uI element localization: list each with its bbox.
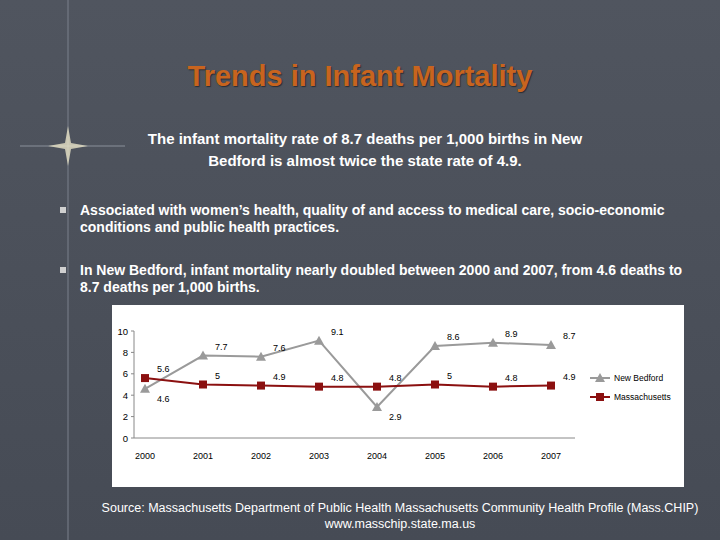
title: Trends in Infant Mortality — [0, 60, 720, 93]
bullet: Associated with women’s health, quality … — [80, 202, 690, 236]
source: Source: Massachusetts Department of Publ… — [100, 500, 700, 532]
data-point — [431, 381, 439, 389]
data-label: 7.6 — [273, 343, 286, 353]
data-label: 4.8 — [389, 373, 402, 383]
slide: Trends in Infant Mortality The infant mor… — [0, 0, 720, 540]
data-label: 4.9 — [563, 372, 576, 382]
legend-label: New Bedford — [614, 373, 663, 383]
data-label: 4.8 — [331, 373, 344, 383]
legend-label: Massachusetts — [614, 392, 671, 402]
data-point — [546, 340, 556, 349]
deco-line — [68, 0, 69, 540]
y-tick — [131, 352, 134, 353]
data-point — [315, 383, 323, 391]
data-label: 2.9 — [389, 412, 402, 422]
data-label: 8.9 — [505, 329, 518, 339]
data-point — [372, 402, 382, 411]
y-axis — [134, 331, 135, 438]
data-point — [489, 383, 497, 391]
data-label: 4.6 — [157, 394, 170, 404]
chart: 0 2 4 6 8 10 2000 2001 2002 2003 2004 2005 2006 2007 4… — [0, 0, 720, 540]
legend-marker — [595, 373, 605, 382]
bullet-marker — [60, 267, 66, 273]
y-tick-label: 8 — [123, 347, 128, 358]
data-point — [314, 336, 324, 345]
series-line — [145, 341, 551, 407]
data-point — [198, 351, 208, 360]
data-point — [141, 374, 149, 382]
data-label: 8.6 — [447, 332, 460, 342]
y-tick-label: 2 — [123, 411, 128, 422]
x-tick-label: 2000 — [135, 451, 155, 461]
chart-background — [112, 305, 684, 487]
y-tick-label: 10 — [117, 326, 128, 337]
bullet-marker — [60, 207, 66, 213]
data-point — [140, 384, 150, 393]
y-tick-label: 0 — [123, 433, 128, 444]
data-point — [256, 352, 266, 361]
data-point — [373, 383, 381, 391]
x-axis — [134, 438, 575, 439]
data-point — [430, 341, 440, 350]
data-point — [199, 381, 207, 389]
y-tick — [131, 373, 134, 374]
y-tick-label: 6 — [123, 368, 128, 379]
x-tick-label: 2006 — [483, 451, 503, 461]
x-tick-label: 2003 — [309, 451, 329, 461]
data-point — [547, 382, 555, 390]
bullet: In New Bedford, infant mortality nearly … — [80, 262, 690, 296]
plot-marks — [140, 336, 556, 411]
data-label: 9.1 — [331, 327, 344, 337]
data-label: 5 — [447, 371, 452, 381]
data-label: 8.7 — [563, 331, 576, 341]
data-label: 5 — [215, 371, 220, 381]
y-tick — [131, 395, 134, 396]
data-label: 4.8 — [505, 373, 518, 383]
x-tick-label: 2005 — [425, 451, 445, 461]
data-label: 4.9 — [273, 372, 286, 382]
y-tick — [131, 438, 134, 439]
x-tick-label: 2007 — [541, 451, 561, 461]
y-tick — [131, 416, 134, 417]
y-tick — [131, 331, 134, 332]
x-tick-label: 2001 — [193, 451, 213, 461]
x-tick-label: 2004 — [367, 451, 387, 461]
subtitle: The infant mortality rate of 8.7 deaths … — [130, 128, 600, 172]
deco-star — [48, 126, 88, 166]
legend-marker — [596, 393, 604, 401]
data-label: 7.7 — [215, 342, 228, 352]
data-label: 5.6 — [157, 364, 170, 374]
data-point — [488, 338, 498, 347]
y-tick-label: 4 — [123, 390, 128, 401]
x-tick-label: 2002 — [251, 451, 271, 461]
data-point — [257, 382, 265, 390]
